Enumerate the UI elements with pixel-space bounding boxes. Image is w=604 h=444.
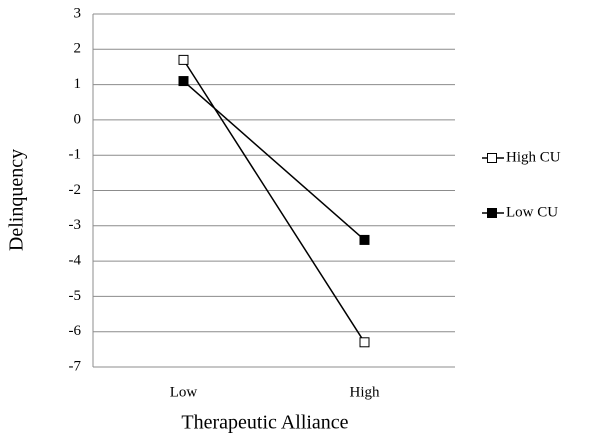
legend-label: Low CU [506, 204, 558, 220]
legend-marker [487, 153, 497, 163]
y-tick-label: 2 [74, 41, 82, 57]
y-tick-label: -7 [69, 358, 82, 374]
series-line [183, 80, 365, 241]
y-tick-label: -6 [69, 323, 82, 339]
x-axis-title: Therapeutic Alliance [181, 412, 348, 434]
y-tick-label: 3 [74, 5, 82, 21]
data-point [178, 76, 189, 87]
y-tick-label: -4 [69, 253, 82, 269]
y-axis-title: Delinquency [6, 149, 28, 251]
y-tick-label: -3 [69, 217, 82, 233]
legend-marker [487, 208, 497, 218]
y-tick-label: -1 [69, 147, 82, 163]
series-line [182, 59, 366, 343]
y-tick-label: -5 [69, 288, 82, 304]
y-tick-label: 1 [74, 76, 82, 92]
y-tick-label: 0 [74, 111, 82, 127]
x-tick-label: Low [170, 384, 198, 400]
data-point [359, 234, 370, 245]
x-tick-label: High [350, 384, 381, 400]
y-tick-label: -2 [69, 182, 82, 198]
data-point [178, 54, 189, 65]
data-point [359, 337, 370, 348]
legend-label: High CU [506, 149, 561, 165]
